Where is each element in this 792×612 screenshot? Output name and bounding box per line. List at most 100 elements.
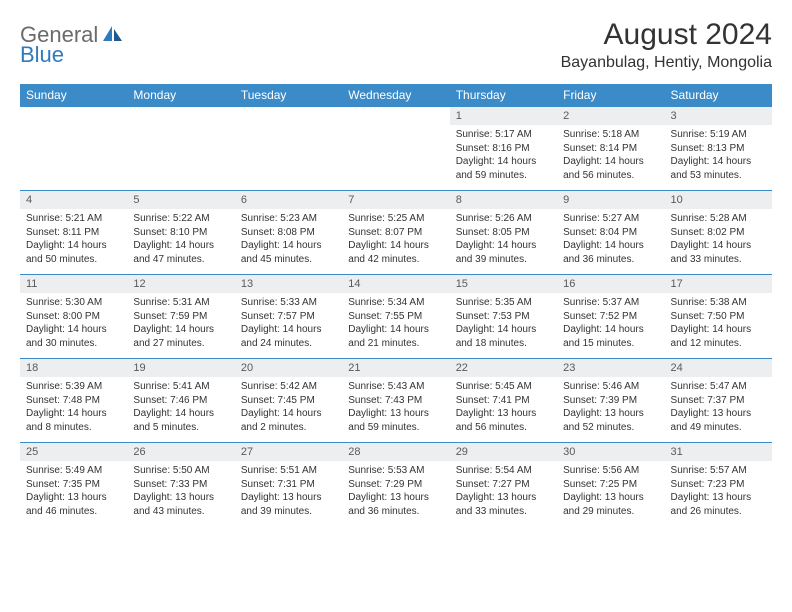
day-details: Sunrise: 5:45 AMSunset: 7:41 PMDaylight:…: [450, 377, 557, 442]
sunset-text: Sunset: 7:33 PM: [133, 478, 228, 492]
day-details: Sunrise: 5:26 AMSunset: 8:05 PMDaylight:…: [450, 209, 557, 274]
day-details: Sunrise: 5:21 AMSunset: 8:11 PMDaylight:…: [20, 209, 127, 274]
day-details: Sunrise: 5:37 AMSunset: 7:52 PMDaylight:…: [557, 293, 664, 358]
header: General August 2024 Bayanbulag, Hentiy, …: [20, 18, 772, 72]
daylight-text: Daylight: 14 hours and 42 minutes.: [348, 239, 443, 266]
calendar-cell: 30Sunrise: 5:56 AMSunset: 7:25 PMDayligh…: [557, 443, 664, 527]
daylight-text: Daylight: 14 hours and 56 minutes.: [563, 155, 658, 182]
daylight-text: Daylight: 13 hours and 29 minutes.: [563, 491, 658, 518]
daylight-text: Daylight: 13 hours and 52 minutes.: [563, 407, 658, 434]
sunset-text: Sunset: 7:27 PM: [456, 478, 551, 492]
calendar-head: SundayMondayTuesdayWednesdayThursdayFrid…: [20, 84, 772, 107]
calendar-cell: 6Sunrise: 5:23 AMSunset: 8:08 PMDaylight…: [235, 191, 342, 275]
table-row: 1Sunrise: 5:17 AMSunset: 8:16 PMDaylight…: [20, 107, 772, 191]
daylight-text: Daylight: 13 hours and 36 minutes.: [348, 491, 443, 518]
sunset-text: Sunset: 8:11 PM: [26, 226, 121, 240]
sunrise-text: Sunrise: 5:49 AM: [26, 464, 121, 478]
calendar-cell: 27Sunrise: 5:51 AMSunset: 7:31 PMDayligh…: [235, 443, 342, 527]
day-details: Sunrise: 5:53 AMSunset: 7:29 PMDaylight:…: [342, 461, 449, 526]
calendar-cell: 3Sunrise: 5:19 AMSunset: 8:13 PMDaylight…: [665, 107, 772, 191]
sunset-text: Sunset: 8:13 PM: [671, 142, 766, 156]
day-number: 21: [342, 359, 449, 377]
day-details: [235, 113, 342, 171]
day-number: 15: [450, 275, 557, 293]
sunrise-text: Sunrise: 5:35 AM: [456, 296, 551, 310]
calendar-cell: 24Sunrise: 5:47 AMSunset: 7:37 PMDayligh…: [665, 359, 772, 443]
sunrise-text: Sunrise: 5:56 AM: [563, 464, 658, 478]
sunrise-text: Sunrise: 5:37 AM: [563, 296, 658, 310]
sunset-text: Sunset: 7:25 PM: [563, 478, 658, 492]
day-header: Tuesday: [235, 84, 342, 107]
sunset-text: Sunset: 8:16 PM: [456, 142, 551, 156]
day-details: Sunrise: 5:49 AMSunset: 7:35 PMDaylight:…: [20, 461, 127, 526]
sunset-text: Sunset: 7:52 PM: [563, 310, 658, 324]
day-number: 10: [665, 191, 772, 209]
calendar-cell: 11Sunrise: 5:30 AMSunset: 8:00 PMDayligh…: [20, 275, 127, 359]
sunrise-text: Sunrise: 5:25 AM: [348, 212, 443, 226]
sunrise-text: Sunrise: 5:41 AM: [133, 380, 228, 394]
day-header: Sunday: [20, 84, 127, 107]
daylight-text: Daylight: 14 hours and 27 minutes.: [133, 323, 228, 350]
calendar-cell: 28Sunrise: 5:53 AMSunset: 7:29 PMDayligh…: [342, 443, 449, 527]
day-details: Sunrise: 5:38 AMSunset: 7:50 PMDaylight:…: [665, 293, 772, 358]
day-number: 8: [450, 191, 557, 209]
daylight-text: Daylight: 14 hours and 59 minutes.: [456, 155, 551, 182]
sunrise-text: Sunrise: 5:19 AM: [671, 128, 766, 142]
day-number: 26: [127, 443, 234, 461]
day-number: 19: [127, 359, 234, 377]
day-number: 16: [557, 275, 664, 293]
daylight-text: Daylight: 14 hours and 24 minutes.: [241, 323, 336, 350]
sunrise-text: Sunrise: 5:50 AM: [133, 464, 228, 478]
daylight-text: Daylight: 14 hours and 36 minutes.: [563, 239, 658, 266]
sunset-text: Sunset: 7:37 PM: [671, 394, 766, 408]
calendar-cell: 29Sunrise: 5:54 AMSunset: 7:27 PMDayligh…: [450, 443, 557, 527]
sunset-text: Sunset: 8:02 PM: [671, 226, 766, 240]
day-number: 20: [235, 359, 342, 377]
sunset-text: Sunset: 7:45 PM: [241, 394, 336, 408]
calendar-cell: 16Sunrise: 5:37 AMSunset: 7:52 PMDayligh…: [557, 275, 664, 359]
day-details: Sunrise: 5:19 AMSunset: 8:13 PMDaylight:…: [665, 125, 772, 190]
sunset-text: Sunset: 7:59 PM: [133, 310, 228, 324]
sunset-text: Sunset: 7:55 PM: [348, 310, 443, 324]
day-details: Sunrise: 5:50 AMSunset: 7:33 PMDaylight:…: [127, 461, 234, 526]
day-header: Thursday: [450, 84, 557, 107]
sunrise-text: Sunrise: 5:23 AM: [241, 212, 336, 226]
day-number: 3: [665, 107, 772, 125]
sunset-text: Sunset: 7:23 PM: [671, 478, 766, 492]
title-block: August 2024 Bayanbulag, Hentiy, Mongolia: [561, 18, 772, 72]
day-details: Sunrise: 5:31 AMSunset: 7:59 PMDaylight:…: [127, 293, 234, 358]
day-number: 11: [20, 275, 127, 293]
logo-text-part2: Blue: [20, 42, 64, 67]
calendar-cell: 26Sunrise: 5:50 AMSunset: 7:33 PMDayligh…: [127, 443, 234, 527]
day-details: Sunrise: 5:30 AMSunset: 8:00 PMDaylight:…: [20, 293, 127, 358]
day-details: Sunrise: 5:41 AMSunset: 7:46 PMDaylight:…: [127, 377, 234, 442]
calendar-table: SundayMondayTuesdayWednesdayThursdayFrid…: [20, 84, 772, 526]
day-details: Sunrise: 5:27 AMSunset: 8:04 PMDaylight:…: [557, 209, 664, 274]
calendar-cell: 19Sunrise: 5:41 AMSunset: 7:46 PMDayligh…: [127, 359, 234, 443]
location-text: Bayanbulag, Hentiy, Mongolia: [561, 54, 772, 72]
calendar-cell: 20Sunrise: 5:42 AMSunset: 7:45 PMDayligh…: [235, 359, 342, 443]
calendar-cell: 23Sunrise: 5:46 AMSunset: 7:39 PMDayligh…: [557, 359, 664, 443]
calendar-cell: [235, 107, 342, 191]
calendar-cell: [342, 107, 449, 191]
sunset-text: Sunset: 8:08 PM: [241, 226, 336, 240]
sunset-text: Sunset: 7:35 PM: [26, 478, 121, 492]
calendar-cell: 4Sunrise: 5:21 AMSunset: 8:11 PMDaylight…: [20, 191, 127, 275]
day-number: 18: [20, 359, 127, 377]
daylight-text: Daylight: 13 hours and 43 minutes.: [133, 491, 228, 518]
sunrise-text: Sunrise: 5:39 AM: [26, 380, 121, 394]
day-number: 22: [450, 359, 557, 377]
sunset-text: Sunset: 7:46 PM: [133, 394, 228, 408]
daylight-text: Daylight: 13 hours and 59 minutes.: [348, 407, 443, 434]
day-details: Sunrise: 5:23 AMSunset: 8:08 PMDaylight:…: [235, 209, 342, 274]
daylight-text: Daylight: 13 hours and 49 minutes.: [671, 407, 766, 434]
calendar-cell: 14Sunrise: 5:34 AMSunset: 7:55 PMDayligh…: [342, 275, 449, 359]
daylight-text: Daylight: 13 hours and 39 minutes.: [241, 491, 336, 518]
daylight-text: Daylight: 13 hours and 56 minutes.: [456, 407, 551, 434]
calendar-cell: 5Sunrise: 5:22 AMSunset: 8:10 PMDaylight…: [127, 191, 234, 275]
calendar-cell: 12Sunrise: 5:31 AMSunset: 7:59 PMDayligh…: [127, 275, 234, 359]
calendar-cell: 8Sunrise: 5:26 AMSunset: 8:05 PMDaylight…: [450, 191, 557, 275]
day-header: Wednesday: [342, 84, 449, 107]
daylight-text: Daylight: 14 hours and 18 minutes.: [456, 323, 551, 350]
day-details: Sunrise: 5:18 AMSunset: 8:14 PMDaylight:…: [557, 125, 664, 190]
